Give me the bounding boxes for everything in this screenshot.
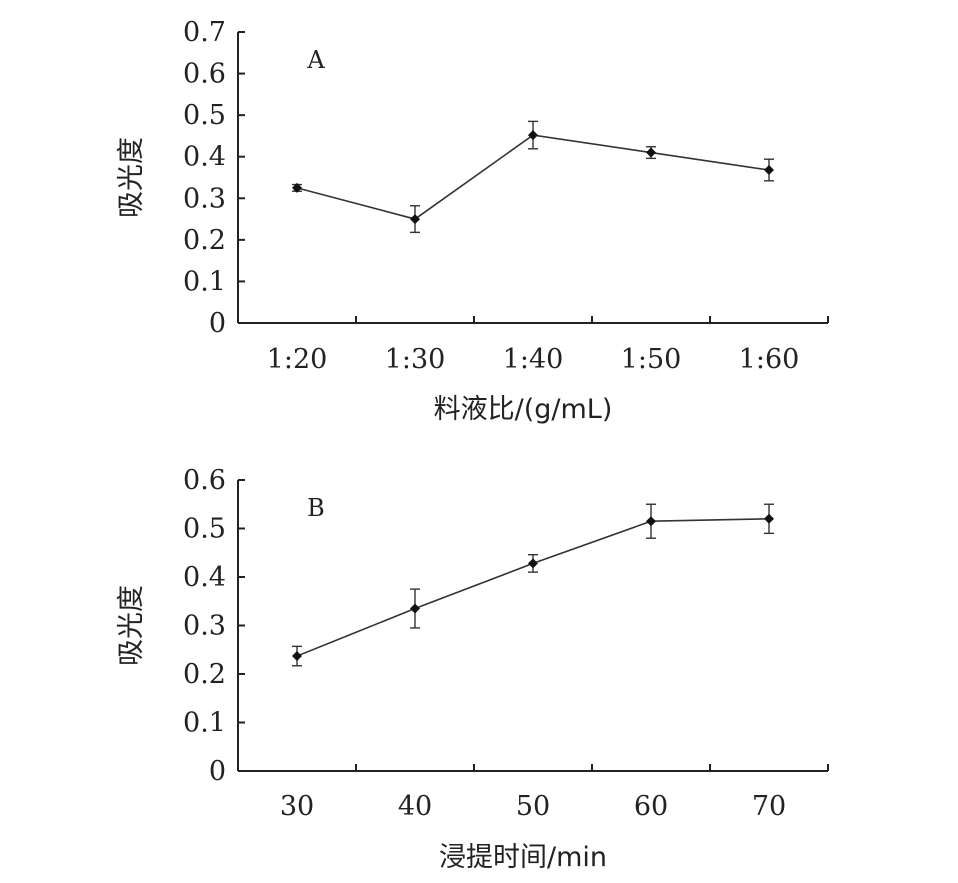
y-tick-label: 0.3 <box>183 183 226 214</box>
data-point <box>410 214 420 225</box>
y-tick-label: 0.6 <box>183 59 226 90</box>
x-tick-label: 1:50 <box>621 344 682 375</box>
x-tick-label: 1:40 <box>503 344 564 375</box>
data-point <box>764 513 774 524</box>
data-point <box>764 165 774 176</box>
x-tick-label: 1:30 <box>385 344 446 375</box>
y-tick-label: 0.1 <box>183 708 226 739</box>
chart-panel-b: 0 0.1 0.2 0.3 0.4 0.5 0.6 30 40 50 60 70 浸提时间/min 吸光度… <box>116 465 829 873</box>
y-tick-label: 0.6 <box>183 465 226 496</box>
x-tick-label: 60 <box>634 791 668 822</box>
panel-letter: B <box>307 494 325 522</box>
x-tick-label: 1:20 <box>267 344 328 375</box>
x-axis-title: 浸提时间/min <box>439 842 607 873</box>
y-tick-label: 0.2 <box>183 225 226 256</box>
data-point <box>646 516 656 527</box>
y-tick-label: 0.4 <box>183 142 226 173</box>
y-tick-label: 0.5 <box>183 100 226 131</box>
y-tick-label: 0.2 <box>183 659 226 690</box>
y-axis-title: 吸光度 <box>116 137 147 218</box>
data-point <box>410 603 420 614</box>
x-tick-label: 70 <box>752 791 786 822</box>
y-tick-label: 0.5 <box>183 514 226 545</box>
y-tick-label: 0 <box>209 756 226 787</box>
x-tick-label: 50 <box>516 791 550 822</box>
x-tick-label: 1:60 <box>739 344 800 375</box>
x-axis-title: 料液比/(g/mL) <box>434 394 613 425</box>
panel-letter: A <box>306 46 325 74</box>
data-point <box>528 558 538 569</box>
y-tick-label: 0.4 <box>183 562 226 593</box>
data-point <box>646 147 656 158</box>
x-tick-label: 30 <box>280 791 314 822</box>
chart-panel-a: 0 0.1 0.2 0.3 0.4 0.5 0.6 0.7 1:20 1:30 1:40 1:50 1:… <box>116 17 829 425</box>
y-tick-label: 0.3 <box>183 611 226 642</box>
data-point <box>292 651 302 662</box>
series-line <box>296 518 770 657</box>
x-tick-label: 40 <box>398 791 432 822</box>
data-point <box>292 182 302 193</box>
y-tick-label: 0 <box>209 308 226 339</box>
y-tick-label: 0.7 <box>183 17 226 48</box>
y-tick-label: 0.1 <box>183 266 226 297</box>
y-axis-title: 吸光度 <box>116 585 147 666</box>
data-point <box>528 130 538 141</box>
